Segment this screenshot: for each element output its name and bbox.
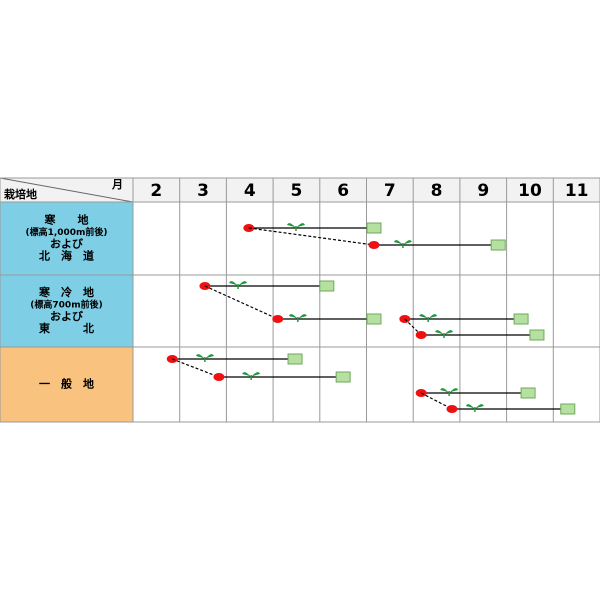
sprout-leaves <box>435 330 454 335</box>
planting-mark <box>440 388 459 396</box>
month-label: 5 <box>291 181 303 201</box>
month-label: 3 <box>197 181 209 201</box>
planting-mark <box>229 281 248 289</box>
sprout-leaves <box>393 240 412 245</box>
region-label: および <box>50 237 84 251</box>
region-label: (標高700m前後) <box>30 299 102 311</box>
harvest-mark <box>287 353 303 365</box>
region-label: 北 海 道 <box>39 249 94 263</box>
region-label: および <box>50 309 84 323</box>
header-month: 月 <box>111 178 123 191</box>
sowing-shift-link <box>420 392 453 410</box>
planting-mark <box>465 404 484 412</box>
harvest-mark <box>490 239 506 251</box>
region-label: 寒 冷 地 <box>38 285 94 299</box>
sowing-shift-link <box>404 318 422 336</box>
sprout-leaves <box>242 372 261 377</box>
region-label: (標高1,000m前後) <box>25 226 107 238</box>
planting-mark <box>393 240 412 248</box>
month-label: 10 <box>518 181 542 201</box>
sprout-leaves <box>195 354 214 359</box>
sprout-leaves <box>419 314 438 319</box>
harvest-mark <box>366 222 382 234</box>
region-label: 一 般 地 <box>39 377 94 391</box>
planting-mark <box>286 223 305 231</box>
planting-mark <box>419 314 438 322</box>
month-label: 2 <box>150 181 162 201</box>
harvest-mark <box>520 387 536 399</box>
month-label: 4 <box>244 181 256 201</box>
sprout-leaves <box>229 281 248 286</box>
sowing-shift-link <box>248 227 375 246</box>
region-label: 東 北 <box>39 321 94 335</box>
sprout-leaves <box>288 314 307 319</box>
header-row <box>0 178 600 202</box>
planting-mark <box>195 354 214 362</box>
sprout-leaves <box>286 223 305 228</box>
sowing-mark <box>446 405 458 413</box>
sprout-leaves <box>465 404 484 409</box>
harvest-mark <box>529 329 545 341</box>
month-label: 8 <box>431 181 443 201</box>
harvest-mark <box>319 280 335 292</box>
region-cell <box>0 275 133 347</box>
month-label: 7 <box>384 181 396 201</box>
harvest-mark <box>335 371 351 383</box>
harvest-mark <box>366 313 382 325</box>
sprout-leaves <box>440 388 459 393</box>
sowing-mark <box>213 373 225 381</box>
header-region: 栽培地 <box>4 187 37 201</box>
planting-mark <box>435 330 454 338</box>
region-cell <box>0 347 133 422</box>
harvest-mark <box>560 403 576 415</box>
sowing-mark <box>415 331 427 339</box>
planting-mark <box>288 314 307 322</box>
harvest-mark <box>513 313 529 325</box>
sowing-shift-link <box>172 358 220 378</box>
region-cell <box>0 202 133 275</box>
planting-mark <box>242 372 261 380</box>
sowing-mark <box>368 241 380 249</box>
month-label: 11 <box>565 181 589 201</box>
sowing-shift-link <box>204 285 279 320</box>
sowing-mark <box>272 315 284 323</box>
region-label: 寒 地 <box>44 213 89 227</box>
month-label: 6 <box>337 181 349 201</box>
month-label: 9 <box>477 181 489 201</box>
header-diagonal <box>0 177 134 203</box>
